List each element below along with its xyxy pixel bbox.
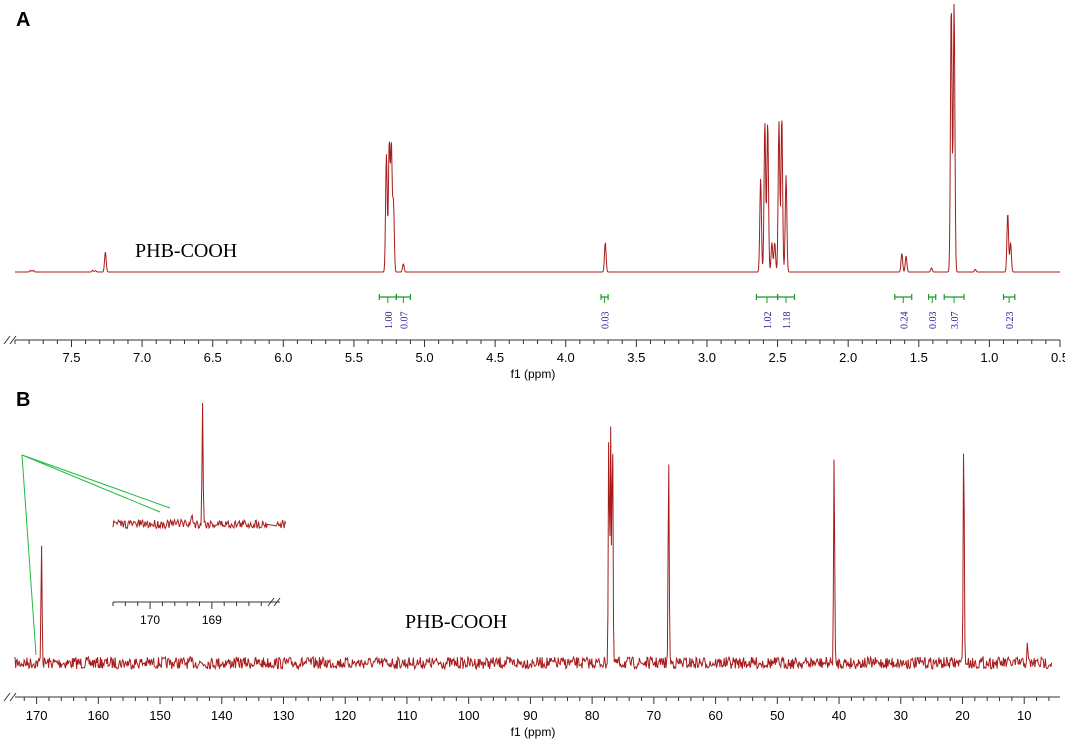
x-tick-label: 170	[26, 708, 48, 723]
x-tick-label: 40	[832, 708, 846, 723]
axis-break-b	[3, 692, 17, 702]
integral-label: 0.03	[601, 312, 612, 330]
x-tick-label: 1.0	[980, 350, 998, 365]
inset-callout-lines	[21, 454, 171, 656]
integral-label: 1.18	[782, 312, 793, 330]
proton-spectrum-line	[15, 3, 1060, 273]
x-ticks-a: 7.5 7.0 6.5 6.0 5.5 5.0 4.5 4.0 3.5 3.0 2.5 2.0 1.5 1…	[14, 340, 1065, 365]
x-tick-label: 6.5	[204, 350, 222, 365]
inset-x-ticks: 170 169	[112, 602, 262, 627]
x-tick-label: 100	[458, 708, 480, 723]
inset-tick-label: 170	[140, 613, 160, 627]
integral-label: 0.07	[399, 312, 410, 330]
x-ticks-b: 170 160 150 140 130 120 110 100 90 80 70 60 50 40 30 20…	[23, 697, 1050, 723]
integral-0: 1.00	[378, 294, 397, 330]
x-tick-label: 6.0	[274, 350, 292, 365]
x-tick-label: 3.0	[698, 350, 716, 365]
x-tick-label: 140	[211, 708, 233, 723]
integral-label: 1.00	[384, 312, 395, 330]
integral-label: 3.07	[950, 312, 961, 330]
integral-8: 0.23	[1002, 294, 1016, 330]
integral-label: 1.02	[763, 312, 774, 330]
x-tick-label: 110	[397, 708, 418, 723]
x-tick-label: 2.5	[769, 350, 787, 365]
integral-label: 0.24	[899, 312, 910, 330]
inset-spectrum-line	[112, 402, 287, 530]
x-tick-label: 7.0	[133, 350, 151, 365]
x-tick-label: 5.5	[345, 350, 363, 365]
x-tick-label: 1.5	[910, 350, 928, 365]
panel-b-label: B	[16, 389, 30, 411]
integral-3: 1.02	[755, 294, 779, 330]
carbon-spectrum-line	[14, 426, 1053, 671]
x-tick-label: 3.5	[627, 350, 645, 365]
x-tick-label: 120	[334, 708, 356, 723]
x-tick-label: 10	[1017, 708, 1031, 723]
integral-group: 1.00 0.07 0.03 1.02 1.18 0.24 0.03 3.07 0.23	[378, 294, 1016, 330]
carbonyl-inset: 170 169	[21, 402, 287, 656]
panel-a-label: A	[16, 9, 30, 31]
integral-label: 0.23	[1005, 312, 1016, 330]
spectrum-b-annotation: PHB-COOH	[405, 611, 507, 633]
x-tick-label: 2.0	[839, 350, 857, 365]
x-tick-label: 4.0	[557, 350, 575, 365]
x-tick-label: 20	[955, 708, 969, 723]
x-tick-label: 70	[647, 708, 661, 723]
x-tick-label: 5.0	[415, 350, 433, 365]
integral-7: 3.07	[943, 294, 965, 330]
integral-label: 0.03	[928, 312, 939, 330]
axis-break-a	[3, 335, 17, 345]
x-tick-label: 90	[523, 708, 537, 723]
integral-2: 0.03	[600, 294, 612, 330]
panel-a-spectrum: PHB-COOH 1.00 0.07 0.03 1.02 1.18 0.24 0.03 3.0…	[14, 3, 1065, 381]
integral-5: 0.24	[894, 294, 913, 330]
x-tick-label: 130	[273, 708, 295, 723]
inset-axis-break	[267, 597, 281, 607]
x-tick-label: 60	[708, 708, 722, 723]
integral-6: 0.03	[928, 294, 939, 329]
panel-b-spectrum: PHB-COOH 170 169 170 160 150 140 130 120 110 100…	[14, 402, 1060, 739]
x-tick-label: 7.5	[62, 350, 80, 365]
inset-tick-label: 169	[202, 613, 222, 627]
x-axis-label-a: f1 (ppm)	[511, 367, 556, 381]
integral-4: 1.18	[776, 294, 796, 330]
x-tick-label: 80	[585, 708, 599, 723]
x-axis-label-b: f1 (ppm)	[511, 725, 556, 739]
x-tick-label: 0.5	[1051, 350, 1065, 365]
spectrum-a-annotation: PHB-COOH	[135, 240, 237, 262]
x-tick-label: 150	[149, 708, 171, 723]
integral-1: 0.07	[395, 294, 412, 330]
x-tick-label: 30	[894, 708, 908, 723]
x-tick-label: 160	[87, 708, 109, 723]
x-tick-label: 50	[770, 708, 784, 723]
x-tick-label: 4.5	[486, 350, 504, 365]
